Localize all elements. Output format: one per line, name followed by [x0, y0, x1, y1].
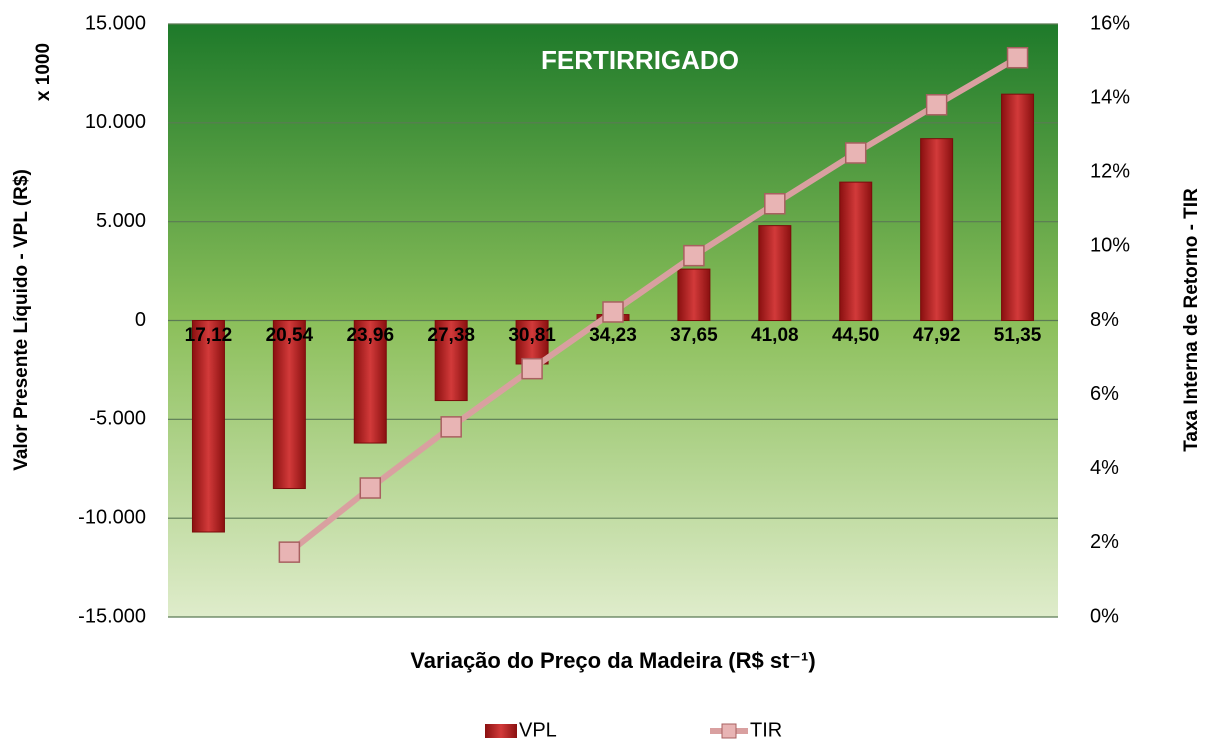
x-axis-label: Variação do Preço da Madeira (R$ st⁻¹)	[410, 648, 815, 673]
y2-tick-label: 16%	[1090, 12, 1130, 34]
line	[287, 55, 1020, 555]
x-tick-label: 17,12	[185, 325, 233, 346]
y2-tick-label: 0%	[1090, 605, 1119, 627]
y2-tick-label: 8%	[1090, 309, 1119, 331]
x-tick-label: 20,54	[266, 325, 314, 346]
y2-tick-label: 12%	[1090, 161, 1130, 183]
x-tick-label: 41,08	[751, 325, 799, 346]
y-axis-label: Valor Presente Líquido - VPL (R$)	[11, 169, 32, 471]
y-tick-label: 0	[135, 309, 146, 331]
legend-swatch	[721, 723, 737, 739]
line-marker	[602, 301, 624, 323]
y2-tick-label: 4%	[1090, 457, 1119, 479]
bar	[839, 181, 873, 321]
x-tick-label: 27,38	[427, 325, 475, 346]
line-marker	[764, 193, 786, 215]
bar	[677, 268, 711, 321]
line-marker	[278, 541, 301, 563]
y2-axis-label: Taxa Interna de Retorno - TIR	[1181, 188, 1202, 452]
x-tick-label: 44,50	[832, 325, 880, 346]
y2-tick-label: 10%	[1090, 235, 1130, 257]
legend-label: VPL	[519, 719, 557, 741]
y-tick-label: -5.000	[89, 408, 146, 430]
bar	[353, 320, 387, 444]
y-tick-label: -15.000	[78, 605, 146, 627]
bar	[1001, 93, 1035, 322]
line-marker	[683, 244, 705, 267]
x-tick-label: 23,96	[346, 325, 394, 346]
bar	[434, 320, 468, 402]
bar	[272, 320, 306, 490]
x-tick-label: 34,23	[589, 325, 637, 346]
y-tick-label: 5.000	[96, 210, 146, 232]
unit-note: x 1000	[33, 43, 54, 101]
bar	[920, 138, 954, 321]
line-marker	[844, 142, 867, 164]
y2-tick-label: 6%	[1090, 383, 1119, 405]
x-tick-label: 30,81	[508, 325, 556, 346]
line-marker	[1006, 46, 1029, 69]
line-marker	[521, 357, 543, 380]
legend-label: TIR	[750, 719, 782, 741]
line-marker	[925, 94, 948, 116]
x-tick-label: 51,35	[994, 325, 1042, 346]
chart-title: FERTIRRIGADO	[541, 45, 739, 75]
legend-swatch	[485, 724, 517, 738]
y-tick-label: 10.000	[85, 111, 146, 133]
bar	[515, 320, 549, 365]
y-tick-label: 15.000	[85, 12, 146, 34]
y2-tick-label: 2%	[1090, 531, 1119, 553]
bar	[191, 320, 225, 533]
x-tick-label: 47,92	[913, 325, 961, 346]
line-marker	[440, 416, 462, 438]
y-tick-label: -10.000	[78, 506, 146, 528]
y2-tick-label: 14%	[1090, 86, 1130, 108]
x-tick-label: 37,65	[670, 325, 718, 346]
line-marker	[359, 477, 382, 499]
bar	[758, 225, 792, 321]
